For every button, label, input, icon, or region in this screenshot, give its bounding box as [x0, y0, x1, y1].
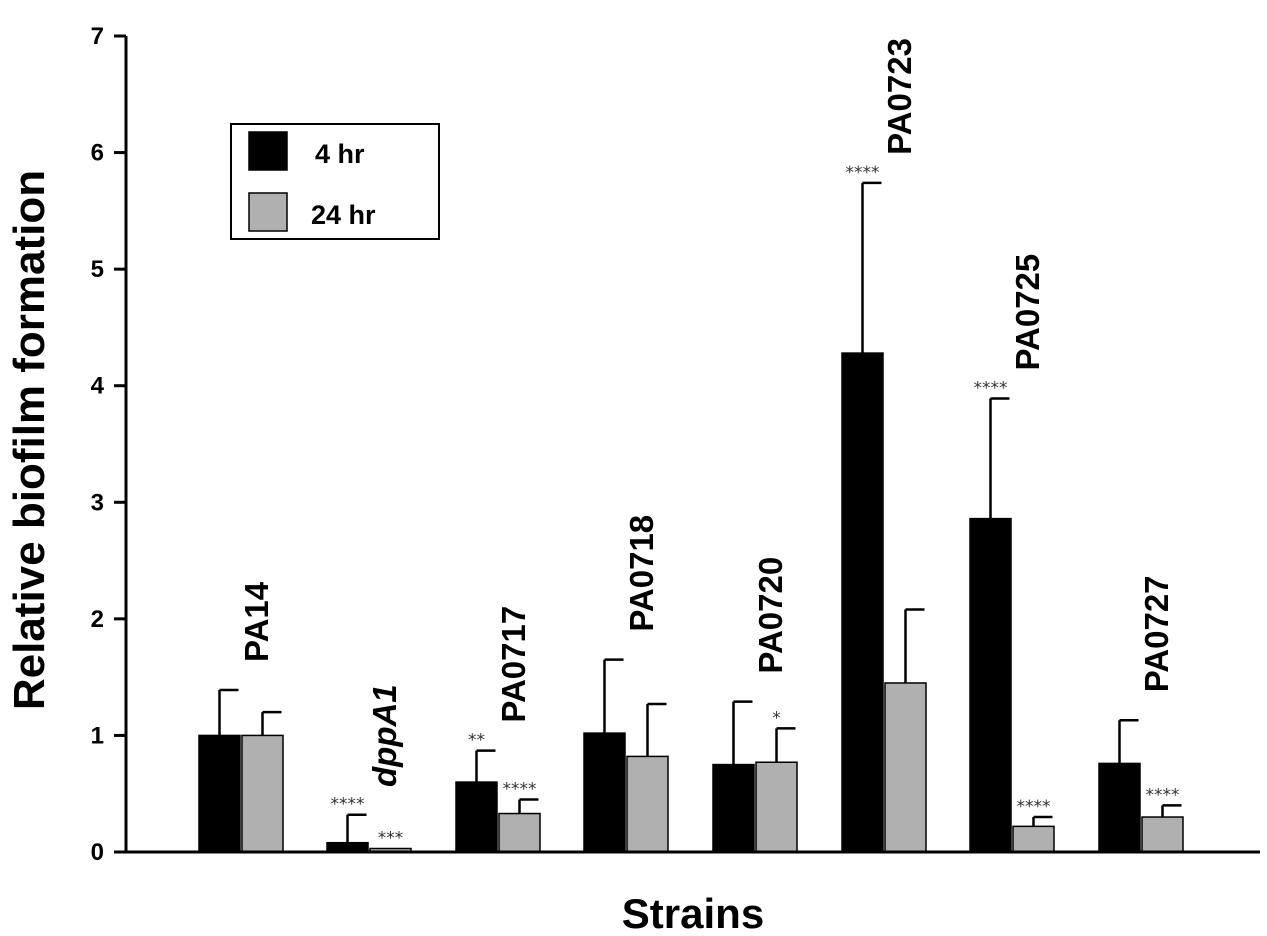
bar-4hr-PA0723: [841, 352, 884, 853]
legend-swatch-24hr: [248, 192, 288, 232]
y-tick-label: 5: [91, 256, 104, 283]
significance-marker: ***: [378, 829, 404, 849]
y-tick-label: 2: [91, 606, 104, 633]
category-label: PA0725: [1009, 254, 1046, 371]
category-label: PA0718: [623, 515, 660, 632]
y-tick-label: 4: [91, 373, 105, 400]
y-tick-label: 6: [91, 140, 104, 167]
significance-marker: *: [772, 708, 781, 728]
bar-4hr-PA0718: [583, 732, 626, 853]
category-label: PA0717: [495, 606, 532, 723]
bars-layer: [198, 352, 1184, 853]
category-label: PA0727: [1138, 575, 1175, 692]
legend-label-4hr: 4 hr: [315, 139, 365, 169]
y-tick-label: 0: [91, 839, 104, 866]
y-tick-label: 3: [91, 489, 104, 516]
significance-marker: ****: [503, 780, 537, 800]
axes-layer: 0 1 2 3 4 5 6 7: [91, 23, 1260, 866]
category-label: PA0720: [752, 557, 789, 674]
significance-marker: ****: [1017, 797, 1051, 817]
legend-label-24hr: 24 hr: [311, 200, 376, 230]
bar-4hr-PA0717: [455, 781, 498, 853]
bar-24hr-PA14: [241, 734, 284, 853]
bar-24hr-PA0725: [1012, 825, 1055, 853]
legend-swatch-4hr: [248, 131, 288, 171]
bar-24hr-PA0717: [498, 812, 541, 853]
bar-24hr-PA0720: [755, 761, 798, 853]
labels-layer: PA14*******dppA1 ******PA0717PA0718*PA072…: [238, 38, 1180, 848]
significance-marker: **: [468, 731, 485, 751]
significance-marker: ****: [331, 795, 365, 815]
category-label: PA14: [238, 581, 275, 662]
significance-marker: ****: [974, 379, 1008, 399]
x-axis-title: Strains: [622, 890, 764, 936]
category-label: dppA1: [366, 684, 403, 787]
bar-4hr-PA14: [198, 734, 241, 853]
significance-marker: ****: [846, 163, 880, 183]
category-label: PA0723: [881, 38, 918, 155]
legend: 4 hr 24 hr: [230, 123, 440, 240]
bar-24hr-PA0723: [884, 682, 927, 853]
bar-24hr-PA0727: [1141, 816, 1184, 853]
y-tick-label: 1: [91, 722, 104, 749]
bar-4hr-PA0725: [969, 517, 1012, 853]
bar-24hr-PA0718: [626, 755, 669, 853]
bar-4hr-PA0720: [712, 763, 755, 853]
y-tick-label: 7: [91, 23, 104, 50]
y-axis-title: Relative biofilm formation: [5, 170, 54, 710]
error-bars-layer: [218, 181, 1182, 843]
significance-marker: ****: [1146, 785, 1180, 805]
bar-4hr-PA0727: [1098, 762, 1141, 853]
